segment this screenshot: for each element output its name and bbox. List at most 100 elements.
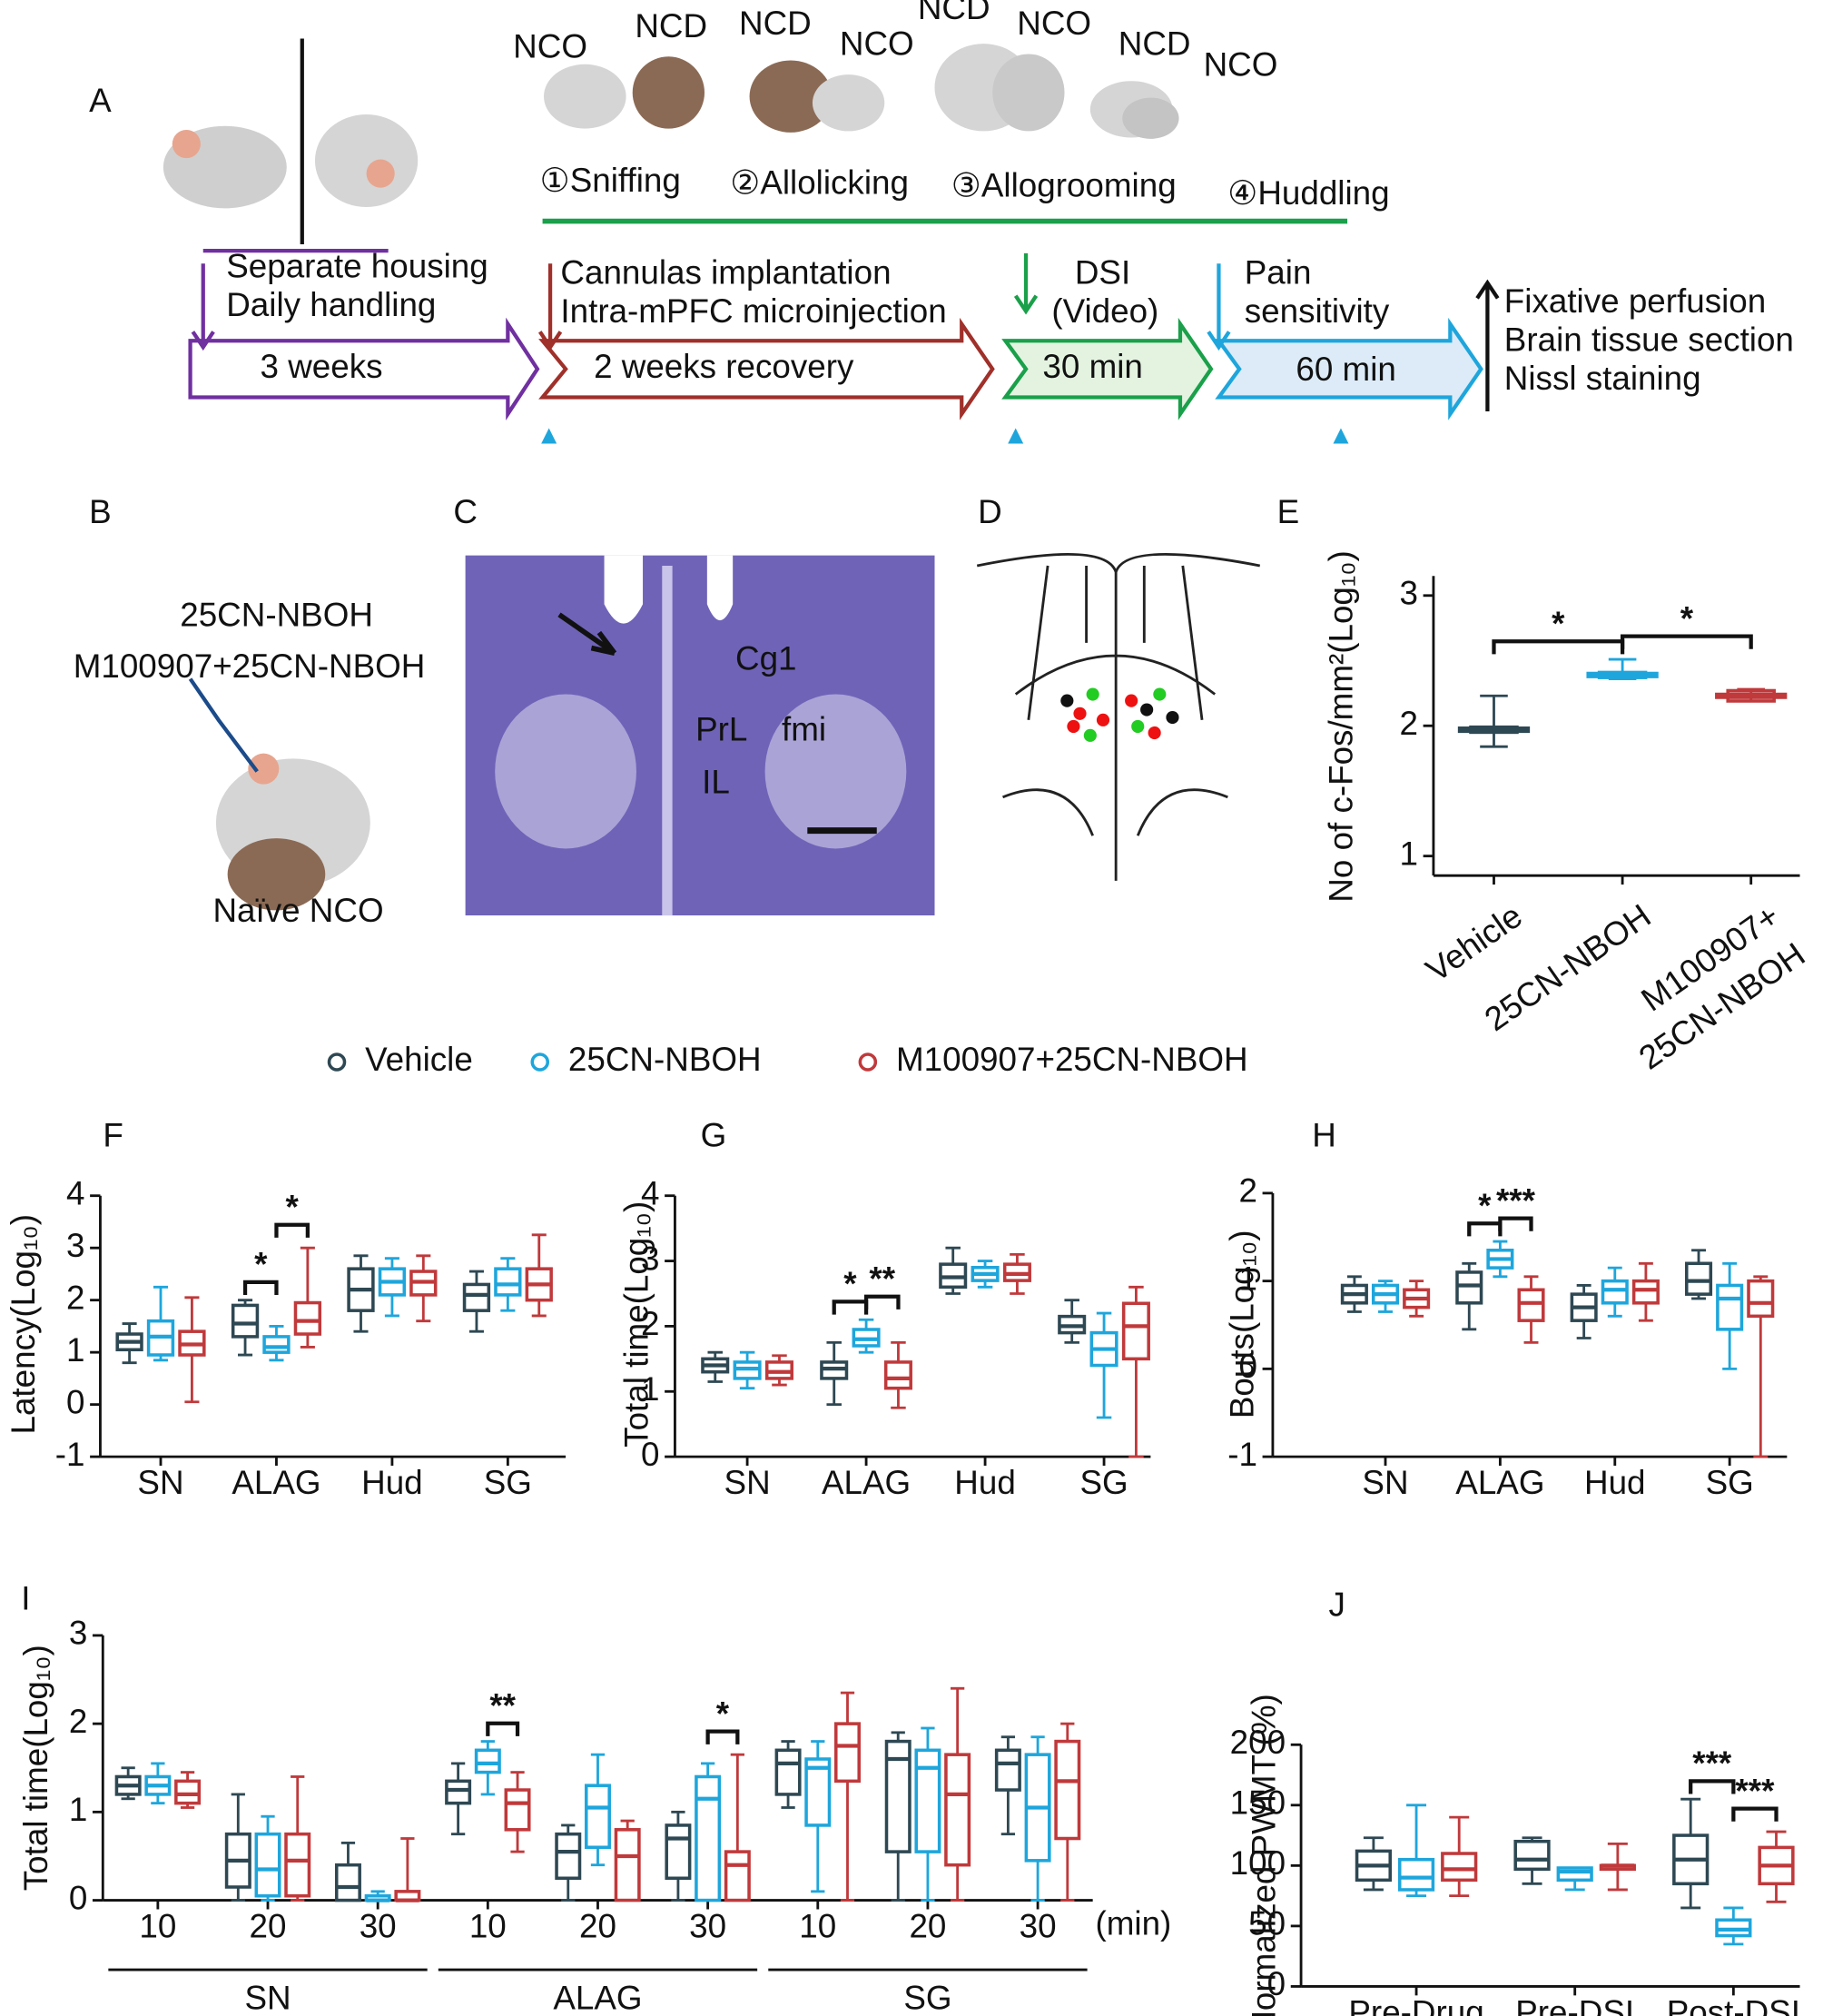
pain-label: sensitivity (1245, 292, 1390, 330)
histology (465, 555, 935, 916)
y-tick-label: 1 (69, 1791, 87, 1828)
y-axis-label: Normalized PWMT (%) (1246, 1694, 1283, 2016)
significance-bracket (1492, 639, 1625, 655)
box (504, 1788, 531, 1832)
significance-label: * (716, 1695, 730, 1732)
y-tick-label: 1 (66, 1331, 84, 1369)
arrow (537, 263, 563, 351)
phase-arrow (1215, 317, 1483, 420)
arrow (557, 612, 617, 656)
end-label: Nissl staining (1504, 360, 1701, 397)
phase-arrow (188, 317, 540, 420)
x-tick-label: SN (1362, 1464, 1408, 1501)
box (944, 1753, 971, 1867)
schematic-shapes (188, 38, 1500, 444)
mouse (544, 64, 626, 129)
phase-arrow (1001, 317, 1214, 420)
y-tick-label: 4 (641, 1174, 659, 1211)
box (1631, 1279, 1660, 1305)
y-tick-label: 0 (1267, 1965, 1286, 2002)
group-label: ALAG (553, 1980, 642, 2016)
box (774, 1748, 802, 1796)
box (1601, 1279, 1629, 1305)
y-tick-label: 0 (1238, 1348, 1256, 1385)
y-axis-label: Latency(Log₁₀) (5, 1214, 42, 1434)
panel-label: D (978, 493, 1002, 530)
significance-label: * (843, 1265, 857, 1302)
box (284, 1832, 311, 1898)
ear (248, 753, 280, 785)
significance-bracket (1731, 1806, 1779, 1822)
atlas-outline (976, 552, 1261, 881)
significance-bracket (486, 1721, 520, 1736)
significance-label: * (254, 1246, 268, 1283)
x-tick-label: 10 (469, 1907, 507, 1944)
housing-label: Separate housing (226, 248, 488, 285)
phase-label: 2 weeks recovery (594, 348, 854, 385)
x-tick-label: Hud (954, 1464, 1016, 1501)
animal-label: Naïve NCO (212, 892, 383, 929)
x-tick-label: 20 (909, 1907, 946, 1944)
y-axis-label: Total time(Log₁₀) (17, 1645, 54, 1891)
mouse-label: NCD (739, 5, 812, 42)
significance-label: ** (489, 1686, 516, 1724)
phase-label: 3 weeks (261, 348, 383, 385)
y-tick-label: 100 (1230, 1844, 1286, 1882)
significance-bracket (705, 1729, 740, 1744)
panel-label: G (701, 1117, 727, 1154)
y-tick-label: 2 (1399, 705, 1417, 742)
mouse-label: NCO (513, 28, 587, 65)
box (555, 1832, 582, 1881)
region-label: PrL (695, 710, 747, 747)
mouse-label: NCD (918, 0, 990, 26)
y-axis-label: Bouts(Log₁₀) (1223, 1230, 1260, 1418)
box (914, 1748, 941, 1853)
legend-marker (327, 1052, 347, 1072)
panel-label: A (89, 82, 112, 119)
box (665, 1823, 692, 1881)
box (293, 1300, 322, 1336)
box (724, 1850, 751, 1902)
x-tick-label: SG (1706, 1464, 1754, 1501)
significance-label: *** (1735, 1772, 1775, 1809)
x-tick-label: Pre-Drug (1348, 1993, 1483, 2016)
mouse-label: NCO (840, 25, 914, 63)
legend-label: M100907+25CN-NBOH (896, 1041, 1248, 1078)
drug-label: 25CN-NBOH (180, 596, 373, 633)
pain-label: Pain (1245, 254, 1312, 292)
injector (188, 677, 259, 773)
mouse (314, 114, 419, 207)
x-tick-label: Hud (1584, 1464, 1646, 1501)
x-tick-label: Vehicle (1419, 897, 1529, 990)
x-tick-label: Post-DSI (1667, 1993, 1800, 2016)
box (1121, 1301, 1150, 1361)
y-tick-label: -1 (1227, 1436, 1257, 1473)
dsi-label: (Video) (1051, 292, 1158, 330)
x-tick-label: SG (1079, 1464, 1128, 1501)
significance-label: * (1680, 599, 1694, 637)
cannula-sites (1060, 687, 1179, 742)
behavior-step: ②Allolicking (730, 164, 909, 202)
box (462, 1282, 491, 1312)
box (883, 1360, 912, 1390)
cannula-track (604, 555, 734, 624)
significance-bracket (274, 1222, 310, 1238)
significance-label: * (1552, 605, 1565, 642)
box (834, 1722, 861, 1784)
surgery-label: Intra-mPFC microinjection (560, 292, 946, 330)
panel-label: E (1277, 493, 1300, 530)
x-tick-label: 20 (250, 1907, 287, 1944)
ear (366, 159, 395, 188)
time-marker (541, 428, 1349, 444)
y-tick-label: 0 (641, 1436, 659, 1473)
region-label: IL (702, 763, 730, 800)
mouse (749, 60, 833, 133)
box (474, 1748, 501, 1774)
mouse-label: NCO (1204, 45, 1278, 83)
box (1054, 1739, 1081, 1841)
box (494, 1267, 522, 1297)
x-tick-label: SN (724, 1464, 771, 1501)
arrow (191, 263, 215, 351)
